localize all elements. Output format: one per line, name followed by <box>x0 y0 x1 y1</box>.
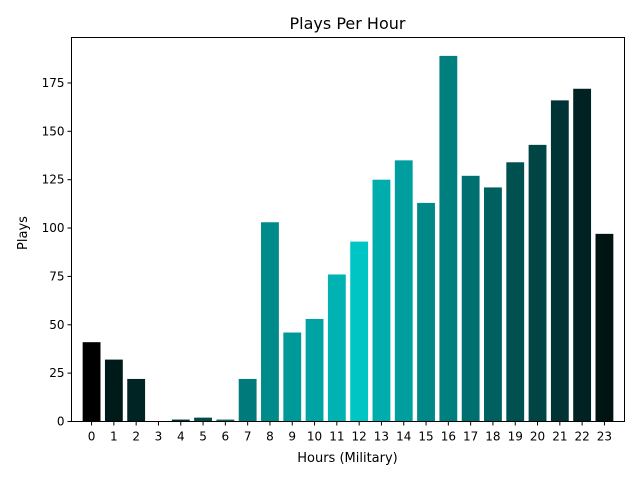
chart-title: Plays Per Hour <box>290 14 406 33</box>
bar-hour-5 <box>194 417 212 422</box>
x-tick-label: 7 <box>244 430 252 444</box>
y-tick-label: 50 <box>49 318 64 332</box>
bar-hour-1 <box>104 359 123 422</box>
x-tick-label: 11 <box>329 430 344 444</box>
y-ticks-group: 0 25 50 75 100 125 150 175 <box>42 76 72 429</box>
bar-hour-8 <box>261 222 279 422</box>
bar-hour-21 <box>550 100 569 422</box>
bar-hour-12 <box>350 241 369 422</box>
y-tick-label: 175 <box>42 76 65 90</box>
bar-hour-19 <box>506 162 525 422</box>
plot-frame <box>71 37 625 422</box>
bar-hour-18 <box>484 187 502 422</box>
x-tick-label: 14 <box>396 430 411 444</box>
bar-hour-13 <box>372 179 391 422</box>
x-tick-label: 5 <box>199 430 207 444</box>
x-tick-label: 15 <box>418 430 433 444</box>
x-tick-label: 3 <box>155 430 163 444</box>
x-tick-label: 8 <box>266 430 274 444</box>
x-ticks-group: 0 1 2 3 4 5 6 7 8 9 10 11 12 13 14 15 16 17 18 19 20 21 22 23 <box>88 421 612 444</box>
bar-hour-11 <box>327 274 346 422</box>
x-tick-label: 1 <box>110 430 118 444</box>
y-tick-label: 0 <box>57 415 65 429</box>
x-tick-label: 10 <box>307 430 322 444</box>
x-tick-label: 9 <box>288 430 296 444</box>
x-tick-label: 13 <box>374 430 389 444</box>
x-tick-label: 20 <box>530 430 545 444</box>
bar-hour-2 <box>127 378 146 422</box>
x-tick-label: 23 <box>597 430 612 444</box>
bar-hour-4 <box>171 419 190 422</box>
x-tick-label: 2 <box>132 430 140 444</box>
bar-hour-7 <box>238 378 257 422</box>
x-tick-label: 0 <box>88 430 96 444</box>
bar-hour-15 <box>417 202 435 422</box>
x-tick-label: 16 <box>441 430 456 444</box>
bar-hour-10 <box>305 318 324 422</box>
y-tick-label: 100 <box>42 221 65 235</box>
bar-hour-9 <box>283 332 302 422</box>
bar-hour-20 <box>528 144 547 422</box>
x-tick-label: 12 <box>352 430 367 444</box>
bar-hour-14 <box>394 160 413 422</box>
bar-hour-6 <box>216 419 235 422</box>
y-tick-label: 125 <box>42 173 65 187</box>
x-axis-label: Hours (Military) <box>297 451 398 466</box>
y-tick-label: 150 <box>42 124 65 138</box>
x-tick-label: 4 <box>177 430 185 444</box>
x-tick-label: 17 <box>463 430 478 444</box>
x-tick-label: 6 <box>222 430 230 444</box>
bar-hour-17 <box>461 175 480 422</box>
y-tick-label: 75 <box>49 269 64 283</box>
bars-group <box>82 55 614 422</box>
x-tick-label: 22 <box>574 430 589 444</box>
x-tick-label: 18 <box>485 430 500 444</box>
bar-hour-22 <box>573 88 592 422</box>
bar-hour-23 <box>595 233 614 422</box>
bar-hour-16 <box>439 55 458 422</box>
y-axis-label: Plays <box>16 216 31 250</box>
x-tick-label: 19 <box>508 430 523 444</box>
bar-hour-0 <box>82 342 101 422</box>
x-tick-label: 21 <box>552 430 567 444</box>
y-tick-label: 25 <box>49 366 64 380</box>
